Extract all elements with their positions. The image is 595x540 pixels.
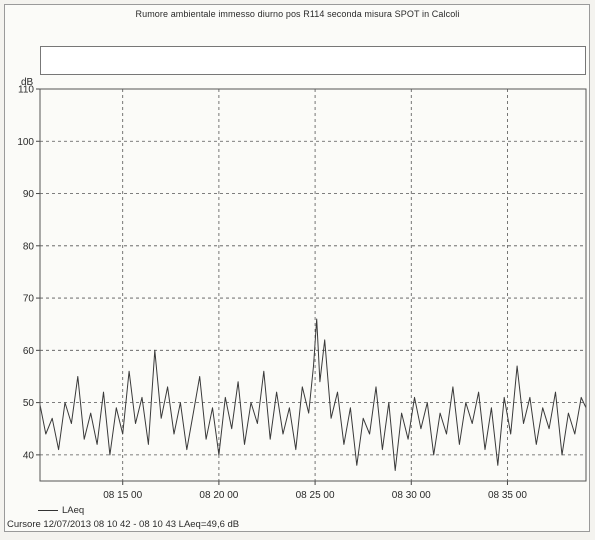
y-tick-label: 90 xyxy=(23,189,35,200)
chart-title: Rumore ambientale immesso diurno pos R11… xyxy=(135,9,460,19)
y-tick-label: 40 xyxy=(23,450,35,461)
y-tick-label: 80 xyxy=(23,241,35,252)
y-tick-label: 50 xyxy=(23,398,35,409)
y-tick-label: 70 xyxy=(23,294,35,305)
y-tick-label: 110 xyxy=(18,85,34,96)
x-tick-label: 08 30 00 xyxy=(392,490,431,501)
grid-layer xyxy=(40,88,586,481)
series-layer xyxy=(39,318,587,471)
x-tick-label: 08 15 00 xyxy=(103,490,142,501)
y-axis-ticks: 40 50 60 70 80 90 100 110 xyxy=(17,85,40,461)
x-axis-ticks: 08 15 00 08 20 00 08 25 00 08 30 00 08 35 00 xyxy=(103,481,527,501)
chart-header-box xyxy=(40,46,586,75)
x-tick-label: 08 25 00 xyxy=(296,490,335,501)
y-axis-unit-label: dB xyxy=(21,77,34,88)
cursor-readout: Cursore 12/07/2013 08 10 42 - 08 10 43 L… xyxy=(7,519,240,530)
legend-label-laeq: LAeq xyxy=(62,505,85,516)
x-tick-label: 08 35 00 xyxy=(488,490,527,501)
series-line-laeq xyxy=(39,318,587,471)
x-tick-label: 08 20 00 xyxy=(199,490,238,501)
chart-frame xyxy=(4,4,590,532)
legend-swatch-laeq xyxy=(38,510,58,511)
plot-area[interactable] xyxy=(39,88,587,482)
y-tick-label: 100 xyxy=(17,137,34,148)
chart-legend: LAeq xyxy=(38,505,84,516)
y-tick-label: 60 xyxy=(23,346,35,357)
